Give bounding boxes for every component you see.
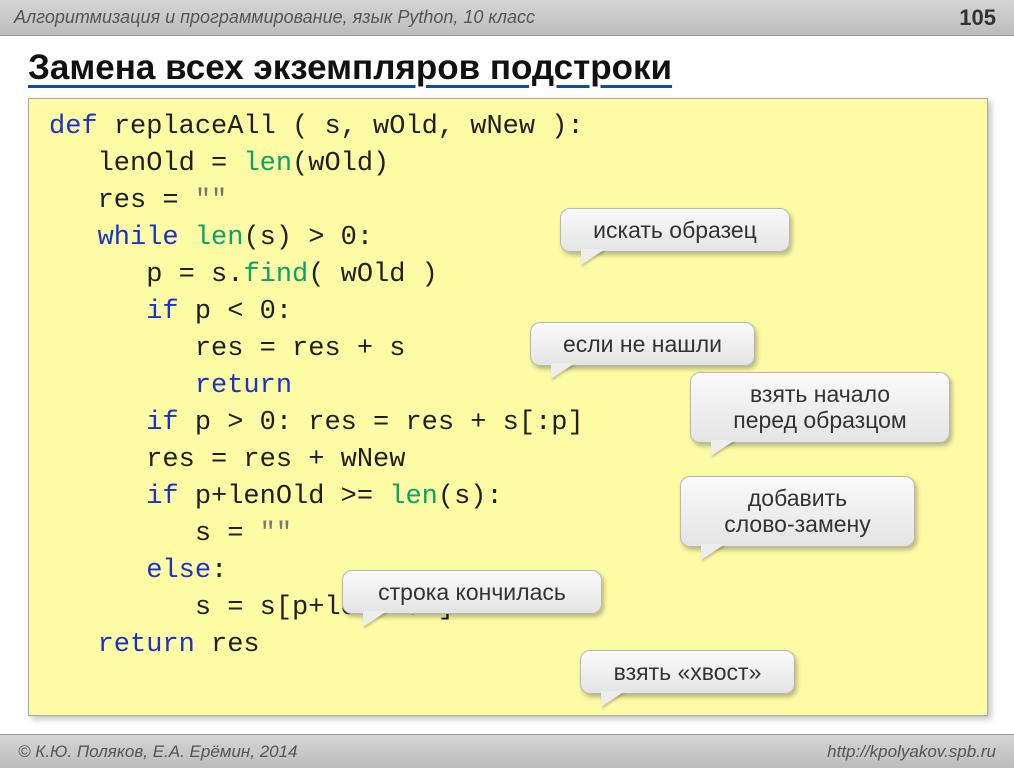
slide-title: Замена всех экземпляров подстроки — [0, 36, 1014, 98]
code-line: return res — [49, 627, 967, 664]
copyright: © К.Ю. Поляков, Е.А. Ерёмин, 2014 — [18, 742, 298, 762]
course-title: Алгоритмизация и программирование, язык … — [14, 7, 535, 28]
page-number: 105 — [959, 5, 996, 31]
code-line: res = "" — [49, 183, 967, 220]
site-url: http://kpolyakov.spb.ru — [827, 742, 996, 762]
code-line: lenOld = len(wOld) — [49, 146, 967, 183]
callout: взять «хвост» — [580, 650, 795, 694]
callout: добавитьслово-замену — [680, 476, 915, 547]
callout: взять началоперед образцом — [690, 372, 950, 443]
code-line: def replaceAll ( s, wOld, wNew ): — [49, 109, 967, 146]
code-line: res = res + wNew — [49, 442, 967, 479]
slide-header: Алгоритмизация и программирование, язык … — [0, 0, 1014, 36]
callout: если не нашли — [530, 322, 755, 366]
callout: строка кончилась — [342, 570, 602, 614]
slide-footer: © К.Ю. Поляков, Е.А. Ерёмин, 2014 http:/… — [0, 734, 1014, 768]
callout: искать образец — [560, 208, 790, 252]
code-line: p = s.find( wOld ) — [49, 257, 967, 294]
code-line: while len(s) > 0: — [49, 220, 967, 257]
code-line: if p < 0: — [49, 294, 967, 331]
code-line: res = res + s — [49, 331, 967, 368]
